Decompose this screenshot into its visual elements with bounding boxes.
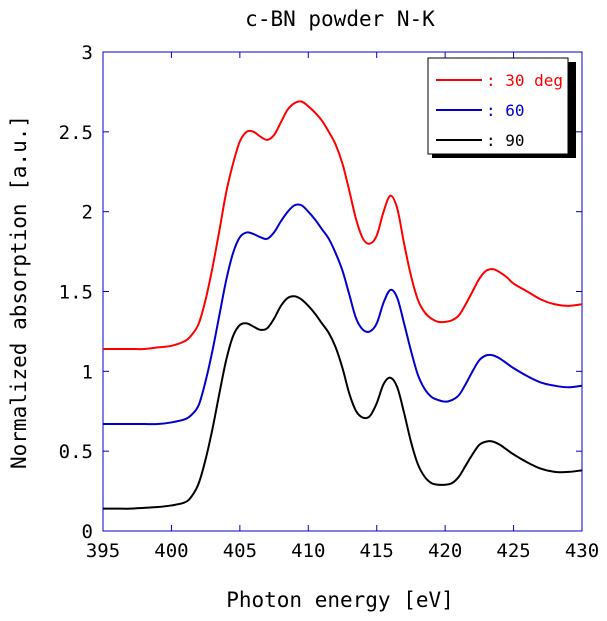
x-axis-title: Photon energy [eV] [226, 588, 454, 612]
x-tick-label: 410 [291, 540, 325, 562]
x-tick-label: 400 [154, 540, 188, 562]
y-tick-label: 3 [82, 42, 93, 64]
y-tick-label: 0.5 [59, 441, 93, 463]
x-axis: 395 400 405 410 415 420 425 430 [86, 52, 599, 562]
series-line-90 [102, 295, 583, 510]
x-tick-label: 420 [428, 540, 462, 562]
legend: : 30 deg : 60 : 90 [427, 57, 576, 158]
series-layer [102, 100, 583, 510]
y-tick-label: 0 [82, 521, 93, 543]
y-tick-label: 1 [82, 361, 93, 383]
legend-label: : 90 [486, 131, 525, 150]
chart-title: c-BN powder N-K [245, 7, 435, 31]
y-tick-label: 1.5 [59, 282, 93, 304]
x-tick-label: 430 [565, 540, 599, 562]
x-tick-label: 405 [223, 540, 257, 562]
y-tick-label: 2 [82, 202, 93, 224]
x-tick-label: 395 [86, 540, 120, 562]
legend-box [427, 57, 569, 155]
y-tick-label: 2.5 [59, 122, 93, 144]
series-line-30-deg [102, 100, 583, 351]
legend-label: : 60 [486, 101, 525, 120]
x-tick-label: 425 [496, 540, 530, 562]
y-axis: 0 0.5 1 1.5 2 2.5 3 [59, 42, 582, 543]
series-line-60 [103, 203, 583, 426]
x-tick-label: 415 [360, 540, 394, 562]
legend-label: : 30 deg [486, 71, 563, 90]
y-axis-title: Normalized absorption [a.u.] [7, 115, 31, 469]
